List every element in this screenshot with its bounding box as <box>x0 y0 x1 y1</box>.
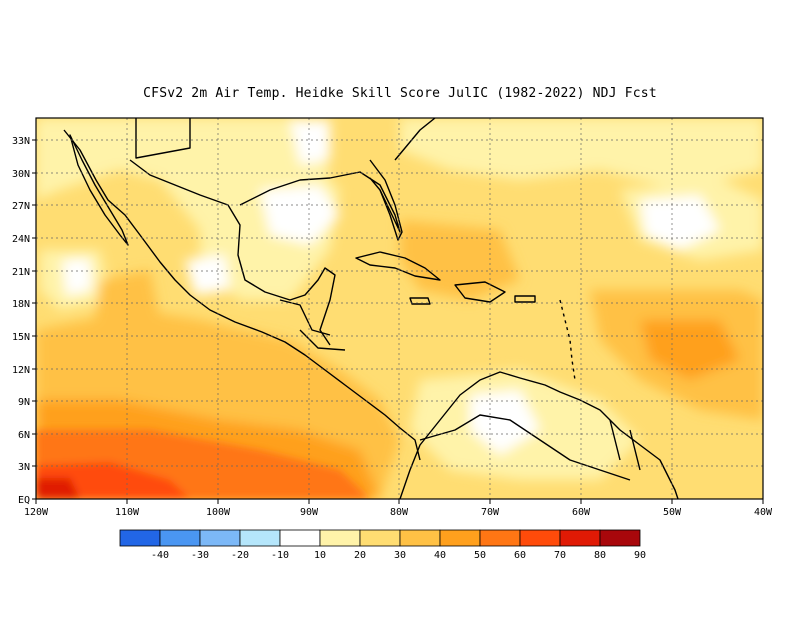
lon-label: 40W <box>754 507 773 518</box>
colorbar-swatch <box>319 529 361 547</box>
colorbar-swatch <box>119 529 161 547</box>
lon-ticks <box>35 499 764 504</box>
lon-label: 110W <box>115 507 140 518</box>
colorbar-swatch <box>559 529 601 547</box>
colorbar-label: 30 <box>394 550 406 561</box>
lon-label: 80W <box>390 507 409 518</box>
colorbar <box>119 529 641 547</box>
colorbar-swatch <box>439 529 481 547</box>
lat-label: 15N <box>12 332 30 343</box>
lat-label: 3N <box>18 462 30 473</box>
chart-title: CFSv2 2m Air Temp. Heidke Skill Score Ju… <box>143 86 657 101</box>
lon-label: 90W <box>300 507 319 518</box>
lat-label: 33N <box>12 136 30 147</box>
lon-labels: 120W 110W 100W 90W 80W 70W 60W 50W 40W <box>24 507 773 518</box>
colorbar-swatch <box>479 529 521 547</box>
lat-label: 6N <box>18 430 30 441</box>
colorbar-swatch <box>239 529 281 547</box>
lon-label: 120W <box>24 507 49 518</box>
lat-label: 18N <box>12 299 30 310</box>
colorbar-label: 20 <box>354 550 366 561</box>
colorbar-label: 40 <box>434 550 446 561</box>
lat-label: 24N <box>12 234 30 245</box>
colorbar-swatch <box>519 529 561 547</box>
lon-label: 100W <box>206 507 231 518</box>
lat-ticks <box>32 139 36 500</box>
colorbar-label: 10 <box>314 550 326 561</box>
colorbar-label: 90 <box>634 550 646 561</box>
colorbar-swatch <box>599 529 641 547</box>
colorbar-label: -10 <box>271 550 289 561</box>
coastlines <box>63 118 679 499</box>
lon-label: 60W <box>572 507 591 518</box>
colorbar-label: -40 <box>151 550 169 561</box>
gridlines <box>36 118 763 499</box>
colorbar-swatch <box>279 529 321 547</box>
colorbar-swatch <box>399 529 441 547</box>
lat-label: EQ <box>18 495 30 506</box>
colorbar-label: -30 <box>191 550 209 561</box>
lon-label: 70W <box>481 507 500 518</box>
colorbar-label: 60 <box>514 550 526 561</box>
colorbar-swatch <box>159 529 201 547</box>
lat-labels: 33N 30N 27N 24N 21N 18N 15N 12N 9N 6N 3N… <box>12 136 30 506</box>
colorbar-label: 70 <box>554 550 566 561</box>
colorbar-label: 80 <box>594 550 606 561</box>
colorbar-labels: -40 -30 -20 -10 10 20 30 40 50 60 70 80 90 <box>151 550 646 561</box>
lat-label: 27N <box>12 201 30 212</box>
lat-label: 9N <box>18 397 30 408</box>
colorbar-swatch <box>199 529 241 547</box>
lat-label: 21N <box>12 267 30 278</box>
lat-label: 12N <box>12 365 30 376</box>
lon-label: 50W <box>663 507 682 518</box>
lat-label: 30N <box>12 169 30 180</box>
colorbar-label: -20 <box>231 550 249 561</box>
colorbar-label: 50 <box>474 550 486 561</box>
skill-field <box>36 118 763 499</box>
colorbar-swatch <box>359 529 401 547</box>
